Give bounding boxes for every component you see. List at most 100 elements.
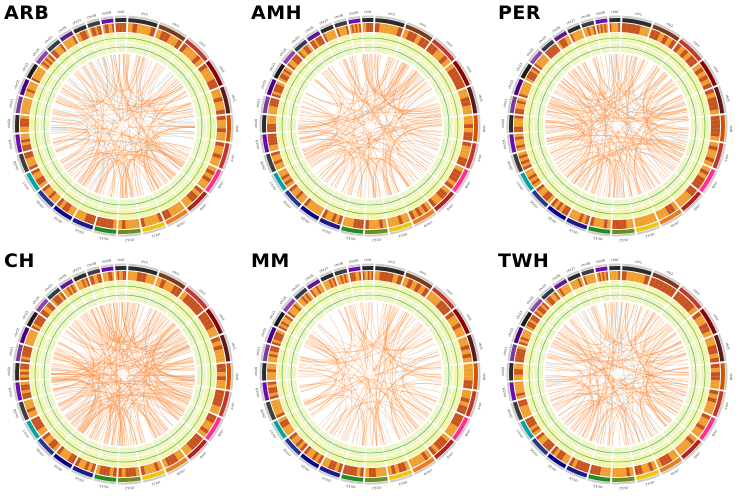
inner-track bbox=[126, 43, 150, 56]
heatmap-cell bbox=[270, 398, 281, 405]
heatmap-cell bbox=[457, 156, 468, 163]
heatmap-cell bbox=[517, 345, 527, 351]
synteny-link bbox=[64, 319, 171, 351]
heatmap-cell bbox=[297, 440, 306, 450]
heatmap-cell bbox=[70, 454, 78, 465]
heatmap-cell bbox=[433, 193, 443, 203]
heatmap-cell bbox=[539, 188, 549, 197]
chromosome-label: chr21 bbox=[8, 346, 14, 356]
heatmap-cell bbox=[72, 35, 79, 45]
ideogram-segment bbox=[262, 114, 267, 133]
heatmap-cell bbox=[297, 51, 306, 60]
heatmap-cell bbox=[515, 389, 525, 394]
heatmap-cell bbox=[149, 27, 157, 38]
heatmap-cell bbox=[334, 462, 341, 472]
heatmap-cell bbox=[516, 350, 526, 356]
heatmap-cell bbox=[203, 171, 214, 180]
synteny-link bbox=[583, 61, 688, 143]
synteny-link bbox=[310, 84, 439, 148]
heatmap-cell bbox=[530, 68, 539, 76]
heatmap-cell bbox=[61, 449, 70, 459]
heatmap-cell bbox=[285, 428, 295, 436]
ideogram-segment bbox=[186, 191, 208, 212]
synteny-link bbox=[372, 363, 442, 446]
chromosome-label: chr29 bbox=[596, 11, 606, 16]
heatmap-cell bbox=[682, 438, 693, 448]
inner-track bbox=[148, 295, 172, 314]
track-ring bbox=[421, 178, 443, 200]
synteny-link bbox=[67, 149, 175, 177]
chromosome-label: chr25 bbox=[291, 35, 301, 44]
heatmap-cell bbox=[52, 442, 62, 452]
tick-ring bbox=[529, 440, 546, 458]
tick-ring bbox=[507, 343, 513, 361]
track-ring bbox=[277, 348, 290, 364]
heatmap-cell bbox=[367, 271, 370, 281]
synteny-link bbox=[566, 149, 676, 178]
ideogram-segment bbox=[94, 226, 117, 234]
heatmap-cell bbox=[444, 311, 455, 321]
inner-track bbox=[610, 291, 620, 301]
heatmap-cell bbox=[544, 192, 553, 202]
heatmap-cell bbox=[180, 197, 190, 208]
heatmap-cell bbox=[560, 286, 568, 296]
heatmap-cell bbox=[278, 325, 288, 332]
heatmap-cell bbox=[55, 46, 64, 55]
track-ring bbox=[586, 35, 599, 47]
heatmap-cell bbox=[522, 163, 533, 171]
inner-track bbox=[438, 95, 453, 118]
synteny-link bbox=[84, 307, 151, 343]
chromosome-label: chr19 bbox=[8, 140, 13, 150]
heatmap-cell bbox=[269, 350, 279, 356]
heatmap-cell bbox=[124, 23, 127, 33]
tick-ring bbox=[681, 285, 704, 307]
chromosome-label: chr3 bbox=[198, 40, 206, 48]
synteny-link bbox=[553, 382, 689, 409]
heatmap-cell bbox=[423, 449, 432, 459]
heatmap-cell bbox=[457, 88, 468, 96]
ideogram-segment bbox=[541, 39, 555, 52]
synteny-link bbox=[73, 73, 99, 179]
track-ring bbox=[174, 178, 196, 200]
synteny-link bbox=[325, 98, 437, 184]
heatmap-cell bbox=[33, 320, 43, 328]
tick-ring bbox=[264, 77, 273, 95]
tick-ring bbox=[142, 473, 167, 483]
ideogram-segment bbox=[520, 420, 534, 439]
ideogram-segment bbox=[466, 86, 478, 114]
synteny-link bbox=[99, 305, 182, 349]
synteny-link bbox=[145, 312, 182, 416]
synteny-link bbox=[557, 55, 633, 101]
tick-ring bbox=[511, 77, 520, 95]
chromosome-label: chr20 bbox=[501, 119, 505, 128]
tick-ring bbox=[518, 62, 529, 77]
track-ring bbox=[668, 178, 690, 200]
heatmap-cell bbox=[532, 428, 542, 436]
heatmap-cell bbox=[31, 77, 41, 84]
ideogram-segment bbox=[389, 221, 413, 233]
heatmap-cell bbox=[516, 100, 527, 105]
track-ring bbox=[80, 286, 94, 300]
heatmap-cell bbox=[605, 271, 609, 281]
heatmap-cell bbox=[521, 161, 531, 168]
heatmap-cell bbox=[203, 419, 214, 428]
heatmap-cell bbox=[122, 271, 125, 281]
synteny-link bbox=[149, 316, 195, 371]
synteny-link bbox=[645, 327, 678, 414]
ideogram-segment bbox=[652, 24, 680, 42]
heatmap-cell bbox=[584, 215, 591, 225]
ideogram-segment bbox=[611, 228, 635, 234]
heatmap-cell bbox=[335, 276, 341, 286]
synteny-link bbox=[371, 302, 442, 369]
heatmap-cell bbox=[581, 214, 588, 224]
ideogram-segment bbox=[334, 268, 348, 276]
heatmap-cell bbox=[21, 105, 31, 110]
synteny-link bbox=[129, 313, 163, 446]
heatmap-cell bbox=[57, 292, 65, 302]
heatmap-cell bbox=[710, 363, 720, 369]
heatmap-cell bbox=[551, 292, 559, 302]
synteny-link bbox=[62, 87, 99, 186]
heatmap-cell bbox=[577, 278, 583, 288]
synteny-link bbox=[548, 55, 633, 149]
inner-track bbox=[610, 43, 620, 53]
